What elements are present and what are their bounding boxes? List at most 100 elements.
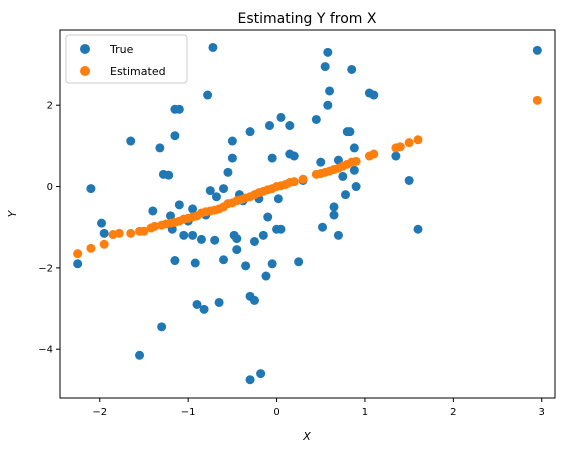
true-point bbox=[227, 153, 237, 163]
true-point bbox=[219, 255, 229, 265]
true-point bbox=[188, 204, 198, 214]
estimated-point bbox=[369, 149, 379, 159]
true-point bbox=[256, 369, 266, 379]
true-point bbox=[170, 256, 180, 266]
estimated-point bbox=[413, 135, 423, 145]
true-point bbox=[192, 299, 202, 309]
y-tick-label: −2 bbox=[38, 263, 53, 274]
estimated-point bbox=[126, 228, 136, 238]
true-point bbox=[210, 235, 220, 245]
estimated-point bbox=[351, 156, 361, 166]
true-point bbox=[320, 62, 330, 72]
plot-area bbox=[60, 30, 555, 398]
true-point bbox=[329, 202, 339, 212]
true-point bbox=[223, 167, 233, 177]
true-point bbox=[73, 259, 83, 269]
true-point bbox=[413, 224, 423, 234]
plot-frame bbox=[59, 29, 556, 399]
estimated-point bbox=[73, 249, 83, 259]
y-axis-ticks: −4 −2 0 2 bbox=[38, 101, 60, 356]
true-point bbox=[404, 175, 414, 185]
true-point bbox=[170, 131, 180, 141]
true-point bbox=[267, 153, 277, 163]
chart-title: Estimating Y from X bbox=[238, 11, 377, 27]
true-point bbox=[214, 297, 224, 307]
true-point bbox=[245, 375, 255, 385]
true-point bbox=[338, 171, 348, 181]
y-tick-label: 2 bbox=[47, 101, 53, 112]
true-point bbox=[391, 151, 401, 161]
true-point bbox=[349, 143, 359, 153]
true-point bbox=[273, 194, 283, 204]
legend: True Estimated bbox=[65, 34, 188, 84]
true-point bbox=[318, 222, 328, 232]
true-point bbox=[294, 257, 304, 267]
true-point bbox=[157, 322, 167, 332]
true-point bbox=[135, 350, 145, 360]
true-point bbox=[532, 45, 542, 55]
true-point bbox=[208, 42, 218, 52]
series-true-points bbox=[73, 42, 542, 385]
y-tick-label: 0 bbox=[47, 182, 53, 193]
true-point bbox=[211, 192, 221, 202]
true-point bbox=[219, 184, 229, 194]
true-point bbox=[267, 259, 277, 269]
estimated-point bbox=[289, 177, 299, 187]
true-point bbox=[316, 157, 326, 167]
legend-label-true: True bbox=[109, 43, 134, 56]
true-point bbox=[174, 104, 184, 114]
true-point bbox=[276, 112, 286, 122]
true-point bbox=[174, 200, 184, 210]
x-tick-label: 3 bbox=[539, 407, 545, 418]
true-point bbox=[165, 211, 175, 221]
true-point bbox=[205, 186, 215, 196]
x-axis-label: X bbox=[302, 430, 311, 443]
true-point bbox=[349, 165, 359, 175]
true-point bbox=[289, 151, 299, 161]
estimated-point bbox=[404, 138, 414, 148]
estimated-point bbox=[99, 239, 109, 249]
legend-box bbox=[65, 34, 188, 84]
true-point bbox=[333, 230, 343, 240]
legend-marker-estimated bbox=[80, 66, 90, 76]
legend-marker-true bbox=[80, 44, 90, 54]
legend-label-estimated: Estimated bbox=[110, 65, 166, 78]
true-point bbox=[311, 114, 321, 124]
true-point bbox=[351, 182, 361, 192]
estimated-point bbox=[298, 174, 308, 184]
true-point bbox=[196, 234, 206, 244]
x-tick-label: 1 bbox=[362, 407, 368, 418]
true-point bbox=[99, 228, 109, 238]
x-axis-ticks: −2 −1 0 1 2 3 bbox=[92, 398, 545, 418]
true-point bbox=[188, 230, 198, 240]
true-point bbox=[97, 218, 107, 228]
true-point bbox=[323, 100, 333, 110]
estimated-point bbox=[532, 95, 542, 105]
true-point bbox=[341, 190, 351, 200]
true-point bbox=[325, 86, 335, 96]
true-point bbox=[227, 136, 237, 146]
series-estimated-points bbox=[73, 95, 542, 259]
true-point bbox=[369, 90, 379, 100]
true-point bbox=[126, 136, 136, 146]
true-point bbox=[179, 230, 189, 240]
true-point bbox=[329, 210, 339, 220]
x-tick-label: −1 bbox=[181, 407, 196, 418]
estimated-point bbox=[150, 221, 160, 231]
true-point bbox=[347, 64, 357, 74]
true-point bbox=[285, 121, 295, 131]
true-point bbox=[241, 261, 251, 271]
true-point bbox=[155, 143, 165, 153]
true-point bbox=[164, 170, 174, 180]
true-point bbox=[199, 304, 209, 314]
true-point bbox=[345, 127, 355, 137]
true-point bbox=[276, 224, 286, 234]
true-point bbox=[249, 295, 259, 305]
estimated-point bbox=[139, 226, 149, 236]
true-point bbox=[232, 234, 242, 244]
true-point bbox=[323, 47, 333, 57]
estimated-point bbox=[86, 243, 96, 253]
true-point bbox=[148, 206, 158, 216]
true-point bbox=[263, 212, 273, 222]
true-point bbox=[232, 245, 242, 255]
